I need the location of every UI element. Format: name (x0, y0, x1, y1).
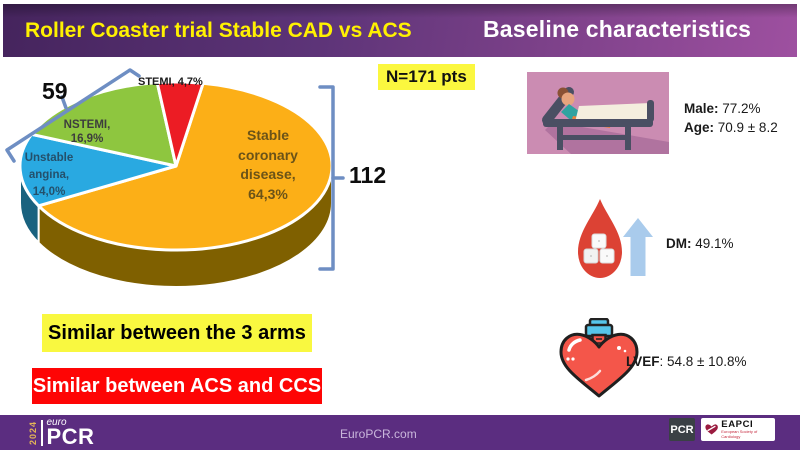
stat-label: Age: (684, 120, 714, 135)
stable-count: 112 (349, 162, 387, 188)
stat-label: LVEF (626, 354, 660, 369)
footer-url: EuroPCR.com (340, 427, 417, 441)
eapci-name: EAPCI (721, 419, 754, 430)
logo-year: 2024 (28, 420, 38, 445)
stat-male-age: Male: 77.2% Age: 70.9 ± 8.2 (684, 99, 778, 137)
stat-value: : 54.8 ± 10.8% (659, 354, 747, 369)
stat-label: Male: (684, 101, 719, 116)
stat-dm: DM: 49.1% (666, 234, 734, 253)
slice-label-line: 16,9% (70, 133, 104, 145)
logo-divider (41, 419, 43, 446)
eapci-subtext: European Society of Cardiology (721, 429, 758, 439)
slice-label-line: disease, (240, 166, 296, 182)
slice-label-stemi: STEMI, 4,7% (138, 76, 203, 88)
slice-label-stable: Stable coronary disease, 64,3% (213, 126, 323, 204)
slice-label-line: Stable (246, 127, 289, 143)
stat-lvef-line: LVEF: 54.8 ± 10.8% (626, 352, 746, 371)
header-bar: Roller Coaster trial Stable CAD vs ACS B… (3, 4, 797, 57)
heart-flask-icon (559, 318, 639, 398)
slice-label-line: NSTEMI, (63, 119, 111, 131)
stat-lvef: LVEF: 54.8 ± 10.8% (626, 352, 746, 371)
logo-euro-text: euro (46, 417, 67, 428)
stat-value: 70.9 ± 8.2 (714, 120, 778, 135)
acs-count: 59 (42, 78, 68, 104)
stat-male: Male: 77.2% (684, 99, 778, 118)
banner-similar-acs-ccs: Similar between ACS and CCS (32, 368, 322, 404)
slice-label-line: coronary (238, 146, 298, 163)
blood-drop-icon (578, 199, 653, 278)
slice-label-line: angina, (28, 169, 70, 181)
pie-chart (5, 68, 345, 289)
logo-pcr-text: PCR (46, 424, 95, 449)
acs-bracket (5, 68, 141, 163)
sugar-cubes-icon (583, 233, 615, 264)
slice-label-line: 64,3% (248, 185, 288, 202)
patient-in-bed-icon (527, 72, 669, 154)
stat-dm-line: DM: 49.1% (666, 234, 734, 253)
total-patients-badge: N=171 pts (378, 64, 475, 90)
pie-slices (18, 80, 334, 289)
up-arrow-icon (623, 218, 653, 276)
pcr-badge: PCR (669, 418, 695, 441)
stat-label: DM: (666, 236, 692, 251)
stat-value: 77.2% (718, 101, 761, 116)
stat-age: Age: 70.9 ± 8.2 (684, 118, 778, 137)
slice-label-line: 14,0% (32, 186, 66, 198)
slide-title: Roller Coaster trial Stable CAD vs ACS (25, 19, 412, 42)
stat-value: 49.1% (691, 236, 734, 251)
footer-bar: 2024 euro PCR EuroPCR.com PCR EAPCI Euro… (0, 415, 800, 450)
heart-icon (705, 424, 718, 435)
stable-bracket (318, 85, 345, 271)
slice-label-line: Unstable (24, 152, 74, 164)
eapci-badge: EAPCI European Society of Cardiology (701, 418, 775, 441)
section-title: Baseline characteristics (483, 16, 752, 42)
slice-label-unstable-angina: Unstable angina, 14,0% (16, 150, 82, 201)
europcr-logo: 2024 euro PCR (28, 417, 95, 449)
banner-similar-3-arms: Similar between the 3 arms (42, 314, 312, 352)
slice-label-nstemi: NSTEMI, 16,9% (55, 118, 119, 146)
